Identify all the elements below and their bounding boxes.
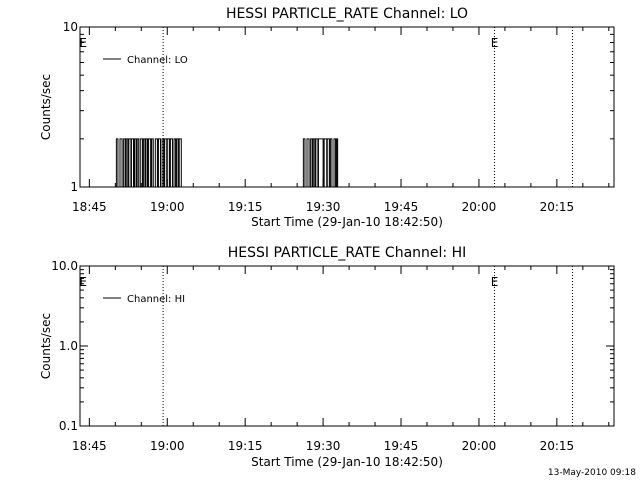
y-axis-label: Counts/sec bbox=[39, 313, 53, 379]
plot-frame bbox=[79, 26, 615, 188]
x-tick-label: 19:00 bbox=[150, 439, 185, 453]
x-tick-label: 18:45 bbox=[72, 200, 107, 214]
x-tick-label: 19:45 bbox=[384, 200, 419, 214]
event-marker-label: E bbox=[79, 275, 87, 289]
event-marker-label: E bbox=[491, 36, 499, 50]
x-tick-label: 19:45 bbox=[384, 439, 419, 453]
y-tick-label: 1.0 bbox=[59, 339, 78, 353]
x-tick-label: 19:30 bbox=[306, 200, 341, 214]
legend-label: Channel: HI bbox=[127, 294, 185, 305]
y-tick-label: 10.0 bbox=[51, 259, 78, 273]
x-axis-label: Start Time (29-Jan-10 18:42:50) bbox=[251, 215, 443, 229]
y-tick-label: 10 bbox=[63, 20, 78, 34]
event-marker-label: E bbox=[491, 275, 499, 289]
event-marker-label: E bbox=[79, 36, 87, 50]
footer-timestamp: 13-May-2010 09:18 bbox=[548, 468, 636, 478]
x-tick-label: 19:00 bbox=[150, 200, 185, 214]
y-tick-label: 0.1 bbox=[59, 419, 78, 433]
x-axis-label: Start Time (29-Jan-10 18:42:50) bbox=[251, 455, 443, 469]
x-tick-label: 20:15 bbox=[540, 439, 575, 453]
chart-title: HESSI PARTICLE_RATE Channel: HI bbox=[228, 245, 466, 261]
x-tick-label: 20:00 bbox=[462, 200, 497, 214]
series-line bbox=[115, 138, 182, 188]
x-tick-label: 19:15 bbox=[228, 200, 263, 214]
x-tick-label: 20:15 bbox=[540, 200, 575, 214]
series-line bbox=[302, 138, 339, 188]
legend-label: Channel: LO bbox=[127, 55, 188, 66]
x-tick-label: 19:15 bbox=[228, 439, 263, 453]
x-tick-label: 20:00 bbox=[462, 439, 497, 453]
y-axis-label: Counts/sec bbox=[39, 74, 53, 140]
x-tick-label: 18:45 bbox=[72, 439, 107, 453]
panel-hi: HESSI PARTICLE_RATE Channel: HI Counts/se… bbox=[39, 245, 615, 469]
y-tick-label: 1 bbox=[70, 180, 78, 194]
chart-title: HESSI PARTICLE_RATE Channel: LO bbox=[226, 6, 468, 22]
x-tick-label: 19:30 bbox=[306, 439, 341, 453]
panel-lo: HESSI PARTICLE_RATE Channel: LO Counts/se… bbox=[39, 6, 615, 229]
